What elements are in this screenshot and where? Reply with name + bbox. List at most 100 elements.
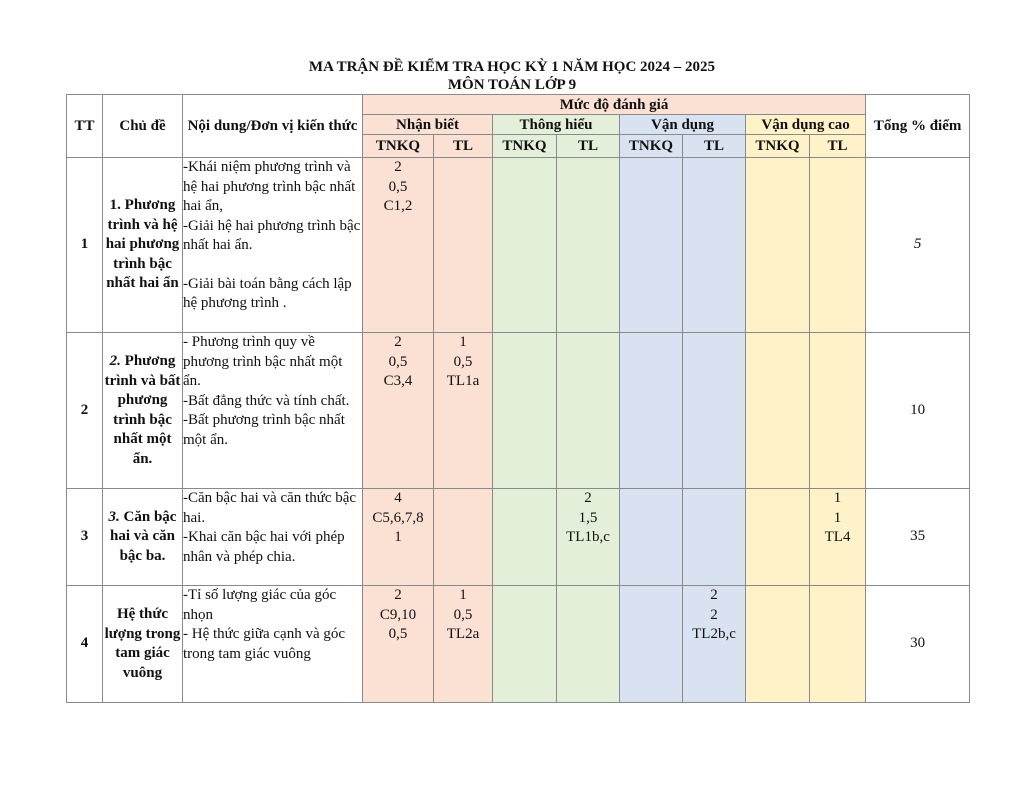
- score-cell: [682, 157, 746, 333]
- score-cell: [745, 332, 810, 489]
- content-item: - Hệ thức giữa cạnh và góc trong tam giá…: [183, 626, 346, 662]
- content-item: -Giải hệ hai phương trình bậc nhất hai ẩ…: [183, 217, 361, 254]
- header-muc-do-danh-gia: Mức độ đánh giá: [361, 94, 867, 115]
- score-value: 0,5: [453, 353, 473, 370]
- header-sub-tl: TL: [682, 134, 746, 158]
- score-cell: 2 2 TL2b,c: [682, 585, 746, 703]
- score-value: 0,5: [388, 178, 408, 195]
- score-cell: [745, 157, 810, 333]
- total-percent: 35: [865, 488, 971, 586]
- score-cell: 1 1 TL4: [808, 488, 867, 586]
- content-item: -Bất phương trình bậc nhất một ẩn.: [183, 412, 345, 448]
- score-value: 1: [833, 490, 842, 506]
- topic-name: Phương trình và bất phương trình bậc nhấ…: [104, 353, 181, 467]
- score-cell: [808, 157, 867, 333]
- score-cell: [745, 585, 810, 703]
- topic-number: 1.: [109, 197, 121, 214]
- row-number: 2: [66, 332, 103, 489]
- total-percent: 10: [865, 332, 971, 489]
- content-item: -Tỉ số lượng giác của góc nhọn: [183, 587, 337, 623]
- score-cell: [556, 585, 620, 703]
- row-number: 3: [66, 488, 103, 586]
- score-cell: [619, 332, 683, 489]
- score-value: TL1b,c: [566, 529, 610, 545]
- content-cell: - Phương trình quy về phương trình bậc n…: [182, 332, 363, 489]
- score-value: TL4: [824, 529, 851, 545]
- score-cell: 2 0,5 C1,2: [362, 157, 434, 333]
- header-sub-tnkq: TNKQ: [362, 134, 434, 158]
- score-value: 1: [833, 509, 842, 526]
- content-item: -Giải bài toán bằng cách lập hệ phương t…: [183, 275, 352, 312]
- header-level-van-dung: Vận dụng: [619, 114, 746, 135]
- header-tt: TT: [66, 94, 103, 158]
- score-value: TL1a: [446, 373, 480, 389]
- score-cell: [682, 488, 746, 586]
- document-subtitle: MÔN TOÁN LỚP 9: [447, 77, 577, 93]
- topic-number: 2.: [109, 353, 121, 369]
- content-item: -Bất đẳng thức và tính chất.: [183, 392, 350, 409]
- score-cell: [745, 488, 810, 586]
- topic-name: Hệ thức lượng trong tam giác vuông: [104, 606, 181, 681]
- score-cell: [556, 332, 620, 489]
- header-level-nhan-biet: Nhận biết: [362, 114, 493, 135]
- score-cell: [619, 585, 683, 703]
- header-noi-dung: Nội dung/Đơn vị kiến thức: [182, 94, 363, 158]
- score-value: C1,2: [383, 198, 413, 214]
- score-cell: 1 0,5 TL2a: [433, 585, 493, 703]
- score-cell: [492, 488, 557, 586]
- score-cell: [808, 332, 867, 489]
- score-cell: [619, 488, 683, 586]
- topic-cell: Hệ thức lượng trong tam giác vuông: [102, 585, 183, 703]
- header-sub-tnkq: TNKQ: [492, 134, 557, 158]
- score-cell: 1 0,5 TL1a: [433, 332, 493, 489]
- topic-name: Căn bậc hai và căn bậc ba.: [109, 508, 177, 564]
- content-cell: -Căn bậc hai và căn thức bậc hai. -Khai c…: [182, 488, 363, 586]
- score-cell: [556, 157, 620, 333]
- score-value: 2: [710, 587, 718, 603]
- header-sub-tnkq: TNKQ: [745, 134, 810, 158]
- content-item: -Căn bậc hai và căn thức bậc hai.: [183, 490, 357, 526]
- score-value: 2: [394, 587, 402, 603]
- topic-name: Phương trình và hệ hai phương trình bậc …: [105, 197, 180, 292]
- table-row: 3 3. Căn bậc hai và căn bậc ba. -Căn bậc h…: [66, 488, 971, 586]
- score-value: TL2b,c: [692, 626, 736, 642]
- header-tong-diem: Tổng % điểm: [865, 94, 971, 158]
- topic-number: 3.: [108, 508, 120, 525]
- topic-cell: 2. Phương trình và bất phương trình bậc …: [102, 332, 183, 489]
- score-value: 2: [584, 490, 592, 506]
- total-percent: 30: [865, 585, 971, 703]
- content-item: - Phương trình quy về phương trình bậc n…: [183, 334, 343, 389]
- score-value: 0,5: [453, 606, 473, 623]
- score-value: 2: [394, 159, 402, 175]
- content-cell: -Tỉ số lượng giác của góc nhọn - Hệ thức …: [182, 585, 363, 703]
- score-value: 4: [394, 490, 402, 506]
- score-cell: [433, 488, 493, 586]
- score-value: 1: [459, 334, 467, 350]
- score-cell: [433, 157, 493, 333]
- score-cell: 4 C5,6,7,8 1: [362, 488, 434, 586]
- score-cell: [808, 585, 867, 703]
- score-value: C9,10: [379, 606, 417, 623]
- score-cell: 2 C9,10 0,5: [362, 585, 434, 703]
- topic-cell: 1. Phương trình và hệ hai phương trình b…: [102, 157, 183, 333]
- table-row: 1 1. Phương trình và hệ hai phương trình …: [66, 157, 971, 333]
- header-sub-tl: TL: [433, 134, 493, 158]
- header-sub-tl: TL: [808, 134, 867, 158]
- total-percent: 5: [865, 157, 971, 333]
- row-number: 4: [66, 585, 103, 703]
- score-cell: [492, 332, 557, 489]
- score-cell: [619, 157, 683, 333]
- score-value: C5,6,7,8: [372, 509, 424, 526]
- header-level-van-dung-cao: Vận dụng cao: [744, 114, 867, 135]
- score-cell: [492, 157, 557, 333]
- score-cell: [682, 332, 746, 489]
- score-value: C3,4: [383, 373, 413, 389]
- score-value: 1,5: [578, 509, 598, 526]
- score-value: 2: [710, 606, 718, 623]
- score-cell: [492, 585, 557, 703]
- score-value: 0,5: [388, 353, 408, 370]
- header-chu-de: Chủ đề: [102, 94, 183, 158]
- score-value: 1: [394, 529, 402, 545]
- header-level-thong-hieu: Thông hiểu: [492, 114, 620, 135]
- topic-cell: 3. Căn bậc hai và căn bậc ba.: [102, 488, 183, 586]
